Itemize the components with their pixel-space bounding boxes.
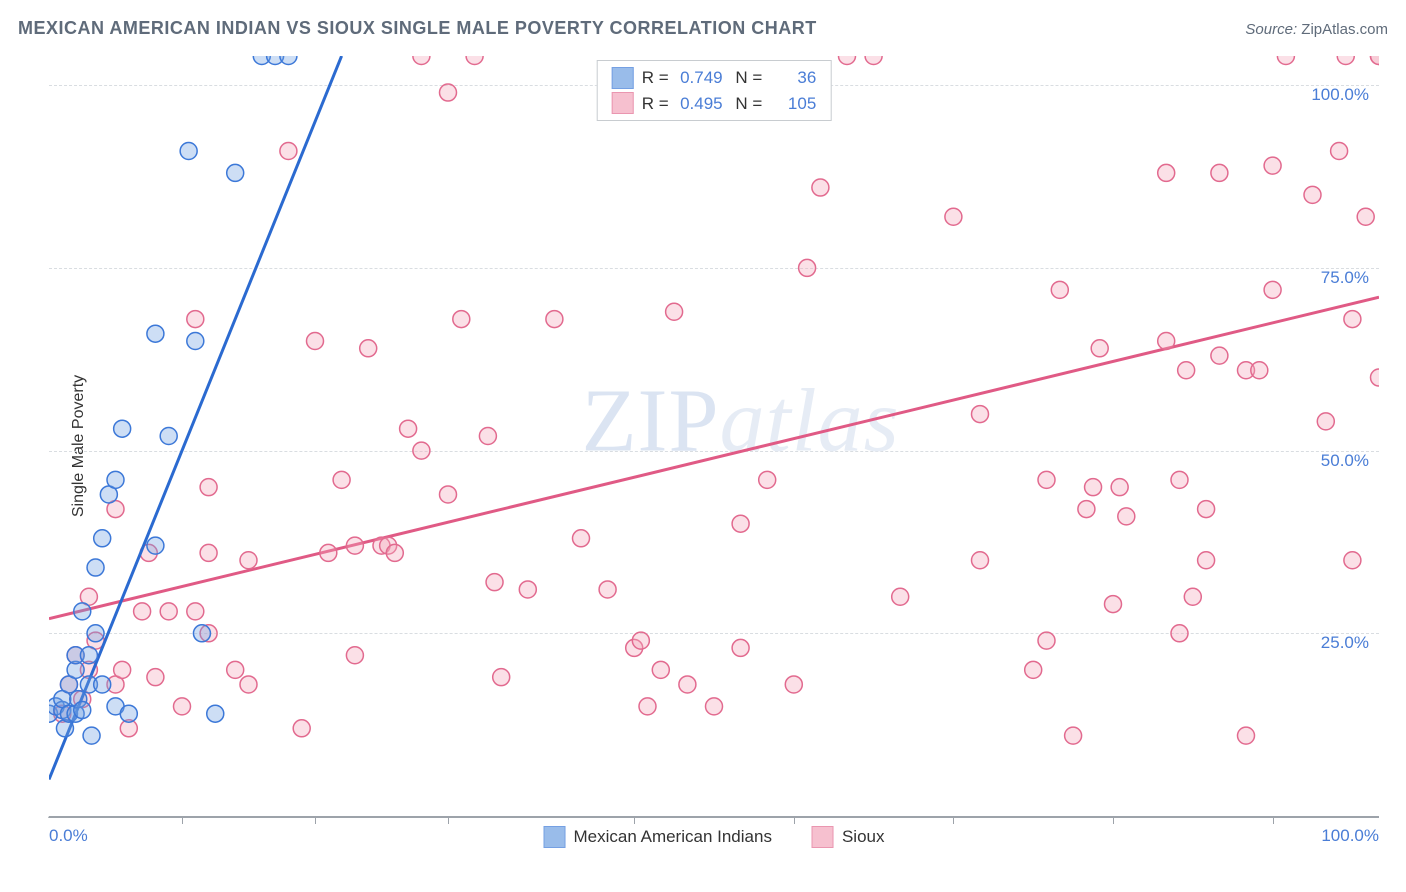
legend-bottom: Mexican American Indians Sioux bbox=[544, 826, 885, 848]
legend-label-mexican: Mexican American Indians bbox=[574, 827, 772, 847]
swatch-sioux bbox=[612, 92, 634, 114]
source-label: Source: bbox=[1245, 21, 1297, 38]
swatch-mexican bbox=[612, 67, 634, 89]
legend-row-sioux: R = 0.495 N = 105 bbox=[612, 91, 817, 117]
r-value-mexican: 0.749 bbox=[677, 65, 723, 91]
n-value-sioux: 105 bbox=[770, 91, 816, 117]
source-value: ZipAtlas.com bbox=[1301, 21, 1388, 38]
legend-item-mexican: Mexican American Indians bbox=[544, 826, 772, 848]
source-attribution: Source: ZipAtlas.com bbox=[1245, 21, 1388, 38]
r-label: R = bbox=[642, 65, 669, 91]
chart-header: MEXICAN AMERICAN INDIAN VS SIOUX SINGLE … bbox=[18, 18, 1388, 39]
n-label: N = bbox=[731, 91, 763, 117]
legend-label-sioux: Sioux bbox=[842, 827, 885, 847]
r-value-sioux: 0.495 bbox=[677, 91, 723, 117]
scatter-svg bbox=[49, 56, 1379, 816]
swatch-mexican-icon bbox=[544, 826, 566, 848]
plot-area: ZIPatlas 25.0%50.0%75.0%100.0% R = 0.749… bbox=[48, 56, 1379, 818]
swatch-sioux-icon bbox=[812, 826, 834, 848]
x-tick-min: 0.0% bbox=[49, 826, 88, 846]
legend-row-mexican: R = 0.749 N = 36 bbox=[612, 65, 817, 91]
x-tick-max: 100.0% bbox=[1321, 826, 1379, 846]
legend-stats: R = 0.749 N = 36 R = 0.495 N = 105 bbox=[597, 60, 832, 121]
chart-title: MEXICAN AMERICAN INDIAN VS SIOUX SINGLE … bbox=[18, 18, 817, 39]
r-label: R = bbox=[642, 91, 669, 117]
n-label: N = bbox=[731, 65, 763, 91]
n-value-mexican: 36 bbox=[770, 65, 816, 91]
legend-item-sioux: Sioux bbox=[812, 826, 885, 848]
